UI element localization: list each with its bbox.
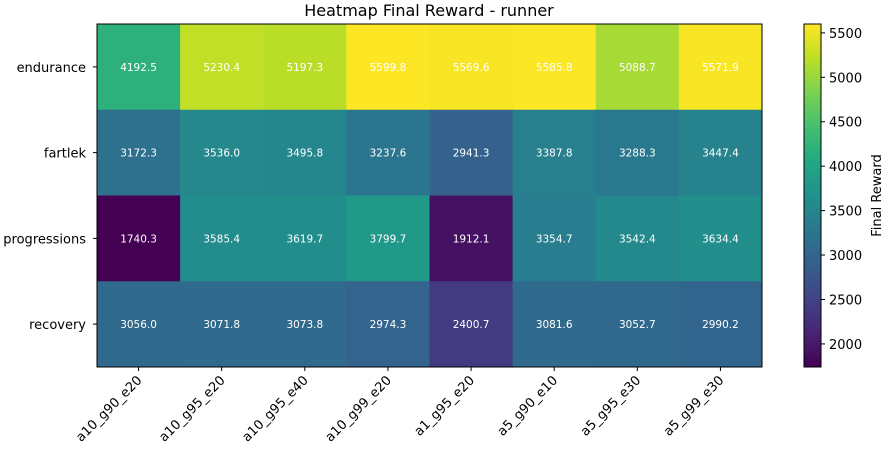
- heatmap-cell: [180, 281, 264, 368]
- cell-value-label: 5230.4: [203, 62, 240, 74]
- colorbar: [803, 23, 822, 368]
- cell-value-label: 3634.4: [702, 233, 739, 245]
- colorbar-tick-label: 2500: [829, 293, 862, 308]
- heatmap-cell: [512, 195, 597, 282]
- cell-value-label: 5569.6: [453, 62, 490, 74]
- heatmap-cell: [595, 109, 680, 196]
- row-label: recovery: [29, 318, 86, 333]
- colorbar-tick-label: 4500: [829, 116, 862, 131]
- column-label: a1_g95_e20: [412, 373, 478, 439]
- column-label: a5_g99_e30: [661, 373, 727, 439]
- row-label: fartlek: [44, 147, 87, 162]
- cell-value-label: 3081.6: [536, 319, 573, 331]
- column-label: a10_g99_e20: [323, 373, 395, 445]
- cell-value-label: 3354.7: [536, 233, 573, 245]
- row-labels: endurance fartlek progressions recovery: [3, 61, 97, 333]
- cell-value-label: 3288.3: [619, 148, 656, 160]
- column-label: a5_g95_e30: [578, 373, 644, 439]
- heatmap-cell: [97, 109, 181, 196]
- row-label: endurance: [17, 61, 86, 76]
- column-label: a5_g90_e10: [495, 373, 561, 439]
- column-label: a10_g95_e20: [157, 373, 229, 445]
- cell-value-label: 3536.0: [203, 148, 240, 160]
- plot-frame: [96, 23, 763, 368]
- heatmap-cell: [678, 195, 763, 282]
- cell-value-label: 3056.0: [120, 319, 157, 331]
- heatmap-cell: [97, 195, 181, 282]
- cell-value-label: 1912.1: [453, 233, 490, 245]
- cell-value-label: 4192.5: [120, 62, 157, 74]
- colorbar-label: Final Reward: [870, 154, 885, 237]
- heatmap-cell: [263, 24, 347, 111]
- colorbar-tick-label: 4000: [829, 160, 862, 175]
- heatmap-cell: [512, 109, 597, 196]
- cell-value-label: 5088.7: [619, 62, 656, 74]
- cell-value-label: 3052.7: [619, 319, 656, 331]
- heatmap-cell: [429, 281, 514, 368]
- heatmap-cell: [346, 281, 430, 368]
- heatmap-cell: [595, 281, 680, 368]
- cell-value-label: 2400.7: [453, 319, 490, 331]
- cell-value-label: 5599.8: [370, 62, 407, 74]
- heatmap-cell: [346, 24, 430, 111]
- cell-value-label: 5571.9: [702, 62, 739, 74]
- cell-value-label: 1740.3: [120, 233, 157, 245]
- heatmap-cell: [429, 24, 514, 111]
- cell-value-label: 2990.2: [702, 319, 739, 331]
- heatmap-cell: [346, 195, 430, 282]
- heatmap-cell: [595, 24, 680, 111]
- cell-value-label: 3585.4: [203, 233, 240, 245]
- heatmap-cell: [512, 281, 597, 368]
- column-label: a10_g95_e40: [240, 373, 312, 445]
- colorbar-tick-label: 2000: [829, 338, 862, 353]
- heatmap-cell: [180, 195, 264, 282]
- colorbar-tick-label: 3500: [829, 205, 862, 220]
- cell-value-label: 5197.3: [286, 62, 323, 74]
- colorbar-ticks: 2000 2500 3000 3500 4000 4500 5000 5500: [821, 27, 862, 353]
- heatmap-cells: 4192.5 5230.4 5197.3 5599.8 5569.6 5585.8 5088…: [96, 23, 763, 368]
- heatmap-cell: [429, 109, 514, 196]
- heatmap-cell: [97, 24, 181, 111]
- colorbar-tick-label: 3000: [829, 249, 862, 264]
- cell-value-label: 2974.3: [370, 319, 407, 331]
- cell-value-label: 3495.8: [286, 148, 323, 160]
- cell-value-label: 3799.7: [370, 233, 407, 245]
- heatmap-cell: [512, 24, 597, 111]
- heatmap-cell: [429, 195, 514, 282]
- colorbar-tick-label: 5500: [829, 27, 862, 42]
- heatmap-cell: [678, 281, 763, 368]
- heatmap-cell: [263, 109, 347, 196]
- heatmap-cell: [263, 281, 347, 368]
- chart-title: Heatmap Final Reward - runner: [304, 1, 554, 20]
- heatmap-cell: [595, 195, 680, 282]
- cell-value-label: 3172.3: [120, 148, 157, 160]
- cell-value-label: 3387.8: [536, 148, 573, 160]
- cell-value-label: 3542.4: [619, 233, 656, 245]
- heatmap-cell: [180, 24, 264, 111]
- cell-value-label: 2941.3: [453, 148, 490, 160]
- column-label: a10_g90_e20: [73, 373, 145, 445]
- colorbar-tick-label: 5000: [829, 71, 862, 86]
- row-label: progressions: [3, 232, 86, 247]
- heatmap-cell: [263, 195, 347, 282]
- column-labels: a10_g90_e20 a10_g95_e20 a10_g95_e40 a10_g99…: [73, 367, 727, 445]
- cell-value-label: 3447.4: [702, 148, 739, 160]
- heatmap-cell: [678, 24, 763, 111]
- heatmap-cell: [180, 109, 264, 196]
- heatmap-cell: [678, 109, 763, 196]
- cell-value-label: 3071.8: [203, 319, 240, 331]
- cell-value-label: 3619.7: [286, 233, 323, 245]
- cell-value-label: 5585.8: [536, 62, 573, 74]
- heatmap-cell: [97, 281, 181, 368]
- cell-value-label: 3073.8: [286, 319, 323, 331]
- heatmap-cell: [346, 109, 430, 196]
- cell-value-label: 3237.6: [370, 148, 407, 160]
